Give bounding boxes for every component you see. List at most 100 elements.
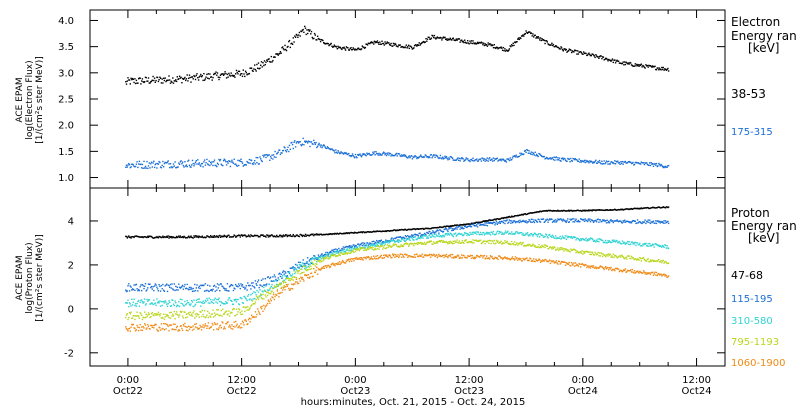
proton-point — [557, 237, 559, 239]
proton-point — [379, 246, 381, 248]
proton-point — [468, 255, 470, 258]
proton-point — [483, 220, 486, 223]
proton-point — [219, 290, 221, 292]
electron-point — [277, 151, 279, 153]
proton-point — [151, 326, 153, 328]
proton-point — [223, 303, 225, 305]
proton-point — [526, 222, 528, 224]
proton-point — [430, 227, 432, 230]
proton-point — [258, 286, 260, 289]
proton-point — [158, 284, 160, 286]
electron-ytick-label: 3.0 — [58, 68, 74, 79]
electron-point — [576, 53, 578, 55]
proton-point — [417, 234, 419, 236]
electron-point — [401, 155, 404, 157]
proton-point — [301, 276, 304, 279]
electron-point — [412, 47, 414, 50]
electron-point — [644, 67, 646, 69]
proton-point — [314, 233, 316, 236]
proton-point — [316, 234, 319, 236]
proton-point — [408, 238, 410, 240]
electron-point — [244, 70, 247, 72]
proton-point — [591, 251, 593, 253]
electron-point — [554, 159, 556, 161]
proton-point — [156, 330, 159, 332]
proton-point — [551, 260, 554, 262]
proton-point — [228, 310, 230, 312]
proton-point — [195, 235, 197, 237]
proton-point — [245, 285, 247, 287]
proton-point — [555, 210, 558, 212]
electron-point — [438, 157, 440, 160]
proton-point — [614, 240, 616, 243]
proton-point — [304, 265, 306, 268]
proton-point — [407, 236, 410, 238]
electron-point — [520, 152, 523, 155]
proton-point — [282, 274, 284, 277]
electron-point — [331, 148, 333, 150]
proton-point — [429, 236, 432, 238]
proton-point — [308, 277, 310, 279]
electron-point — [586, 161, 588, 163]
electron-point — [150, 161, 153, 163]
proton-point — [206, 235, 208, 237]
proton-point — [126, 237, 128, 239]
proton-point — [321, 253, 323, 255]
proton-point — [303, 264, 305, 267]
proton-point — [606, 253, 608, 256]
proton-point — [317, 254, 320, 256]
proton-point — [338, 261, 341, 263]
proton-point — [244, 307, 247, 309]
proton-point — [228, 315, 231, 317]
proton-point — [512, 221, 514, 223]
electron-point — [412, 156, 414, 158]
electron-point — [213, 161, 215, 163]
proton-point — [439, 240, 441, 242]
proton-point — [583, 251, 585, 253]
proton-point — [550, 235, 552, 237]
proton-point — [170, 305, 172, 307]
electron-point — [606, 161, 608, 163]
proton-point — [524, 245, 526, 247]
proton-point — [432, 253, 435, 256]
proton-point — [636, 222, 638, 224]
proton-point — [177, 314, 179, 316]
electron-point — [144, 81, 146, 83]
electron-point — [126, 166, 128, 168]
proton-ytick-label: 0 — [68, 304, 74, 315]
proton-point — [650, 260, 652, 262]
electron-point — [537, 36, 539, 38]
proton-point — [262, 310, 264, 312]
electron-point — [307, 29, 310, 31]
proton-point — [358, 249, 360, 252]
proton-point — [574, 236, 577, 239]
electron-point — [508, 49, 510, 51]
proton-point — [241, 326, 243, 329]
electron-point — [530, 32, 533, 34]
proton-point — [637, 258, 639, 260]
proton-point — [520, 258, 522, 260]
electron-point — [657, 67, 659, 69]
proton-point — [539, 210, 542, 212]
electron-point — [164, 161, 166, 164]
electron-point — [190, 166, 192, 168]
proton-series-1060-1900 — [125, 253, 670, 332]
proton-point — [300, 264, 302, 266]
electron-point — [523, 35, 525, 37]
proton-point — [479, 223, 482, 225]
proton-point — [247, 234, 250, 236]
electron-point — [289, 148, 291, 150]
proton-point — [539, 245, 542, 248]
electron-point — [157, 163, 160, 165]
electron-point — [245, 164, 247, 166]
electron-point — [304, 25, 306, 28]
proton-point — [207, 316, 210, 319]
electron-point — [489, 43, 492, 45]
proton-point — [294, 272, 296, 275]
proton-point — [526, 232, 529, 234]
proton-point — [391, 245, 393, 247]
proton-point — [149, 328, 151, 330]
proton-point — [210, 326, 213, 328]
proton-point — [512, 215, 514, 218]
proton-point — [177, 305, 179, 307]
